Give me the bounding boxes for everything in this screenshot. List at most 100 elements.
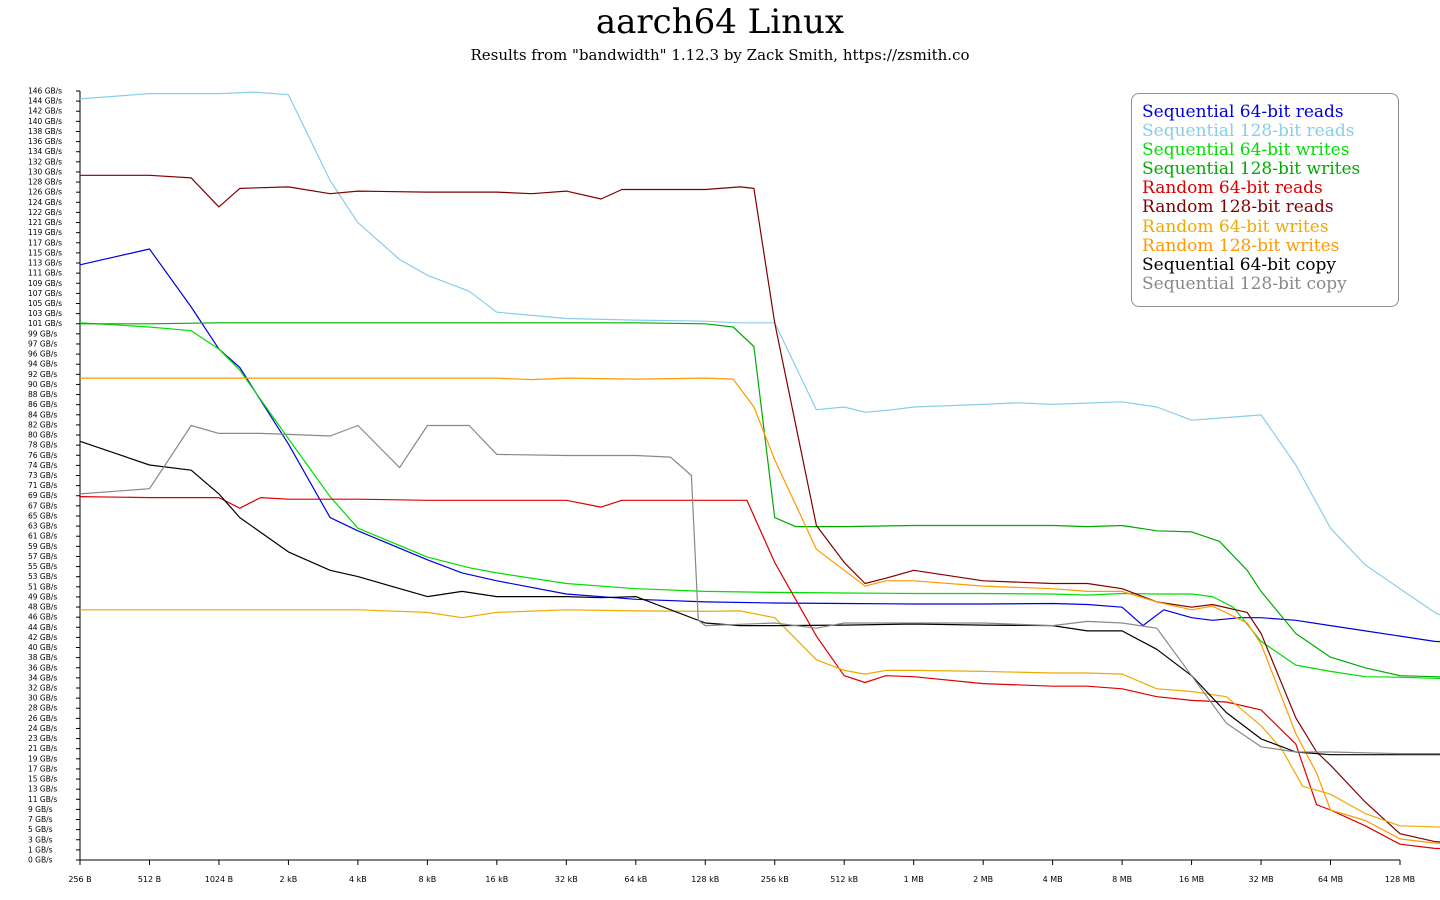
y-tick-label: 28 GB/s bbox=[28, 704, 57, 713]
series-layer bbox=[79, 91, 1440, 850]
x-tick-label: 2 kB bbox=[280, 875, 298, 884]
y-tick-label: 109 GB/s bbox=[28, 279, 62, 288]
x-tick-label: 1024 B bbox=[205, 875, 233, 884]
y-tick-label: 71 GB/s bbox=[28, 481, 57, 490]
y-tick-label: 7 GB/s bbox=[28, 815, 53, 824]
y-tick-label: 86 GB/s bbox=[28, 400, 57, 409]
legend-item: Sequential 64-bit writes bbox=[1142, 140, 1350, 161]
y-tick-label: 128 GB/s bbox=[28, 178, 62, 187]
y-tick-label: 136 GB/s bbox=[28, 137, 62, 146]
y-tick-label: 40 GB/s bbox=[28, 643, 57, 652]
y-tick-label: 126 GB/s bbox=[28, 188, 62, 197]
series-line-random-128-bit-writes bbox=[80, 377, 1440, 844]
chart-title: aarch64 Linux bbox=[595, 2, 845, 42]
y-tick-label: 65 GB/s bbox=[28, 511, 57, 520]
y-tick-label: 23 GB/s bbox=[28, 734, 57, 743]
series-line-random-128-bit-reads bbox=[80, 174, 1440, 843]
series-line-sequential-128-bit-writes bbox=[80, 322, 1440, 678]
x-tick-label: 512 B bbox=[138, 875, 161, 884]
legend-item: Random 128-bit writes bbox=[1142, 235, 1340, 256]
y-tick-label: 0 GB/s bbox=[28, 856, 53, 865]
x-tick-label: 32 kB bbox=[555, 875, 578, 884]
y-tick-label: 63 GB/s bbox=[28, 522, 57, 531]
legend-item: Random 64-bit writes bbox=[1142, 216, 1329, 237]
x-tick-label: 512 kB bbox=[830, 875, 858, 884]
y-tick-label: 46 GB/s bbox=[28, 613, 57, 622]
y-tick-label: 15 GB/s bbox=[28, 775, 57, 784]
y-tick-label: 26 GB/s bbox=[28, 714, 57, 723]
y-tick-label: 17 GB/s bbox=[28, 764, 57, 773]
legend-item: Sequential 128-bit copy bbox=[1142, 273, 1347, 294]
y-tick-label: 130 GB/s bbox=[28, 167, 62, 176]
x-tick-label: 64 MB bbox=[1318, 875, 1343, 884]
series-line-sequential-64-bit-writes bbox=[79, 322, 1440, 679]
y-tick-label: 90 GB/s bbox=[28, 380, 57, 389]
y-tick-label: 3 GB/s bbox=[28, 835, 53, 844]
y-tick-label: 44 GB/s bbox=[28, 623, 57, 632]
y-tick-label: 105 GB/s bbox=[28, 299, 62, 308]
x-tick-label: 16 MB bbox=[1179, 875, 1204, 884]
x-tick-label: 1 MB bbox=[904, 875, 924, 884]
y-tick-label: 144 GB/s bbox=[28, 97, 62, 106]
y-tick-label: 53 GB/s bbox=[28, 572, 57, 581]
series-line-sequential-128-bit-copy bbox=[79, 424, 1440, 755]
y-tick-label: 117 GB/s bbox=[28, 238, 62, 247]
legend-item: Sequential 128-bit reads bbox=[1142, 121, 1355, 142]
y-tick-label: 11 GB/s bbox=[28, 795, 57, 804]
chart-subtitle: Results from "bandwidth" 1.12.3 by Zack … bbox=[470, 46, 970, 64]
y-tick-label: 103 GB/s bbox=[28, 309, 62, 318]
y-tick-label: 9 GB/s bbox=[28, 805, 53, 814]
y-tick-label: 42 GB/s bbox=[28, 633, 57, 642]
legend-item: Random 128-bit reads bbox=[1142, 197, 1334, 218]
axes: 0 GB/s 1 GB/s3 GB/s5 GB/s7 GB/s9 GB/s11 G… bbox=[28, 87, 1415, 885]
y-tick-label: 134 GB/s bbox=[28, 147, 62, 156]
x-tick-label: 128 MB bbox=[1385, 875, 1415, 884]
y-tick-label: 73 GB/s bbox=[28, 471, 57, 480]
y-tick-label: 142 GB/s bbox=[28, 107, 62, 116]
y-tick-label: 138 GB/s bbox=[28, 127, 62, 136]
y-tick-label: 76 GB/s bbox=[28, 451, 57, 460]
y-tick-label: 13 GB/s bbox=[28, 785, 57, 794]
y-tick-label: 111 GB/s bbox=[28, 269, 62, 278]
y-tick-label: 32 GB/s bbox=[28, 683, 57, 692]
legend-item: Random 64-bit reads bbox=[1142, 178, 1323, 199]
y-tick-label: 57 GB/s bbox=[28, 552, 57, 561]
y-tick-label: 113 GB/s bbox=[28, 259, 62, 268]
x-tick-label: 4 kB bbox=[349, 875, 367, 884]
x-tick-label: 128 kB bbox=[691, 875, 719, 884]
y-tick-label: 92 GB/s bbox=[28, 370, 57, 379]
y-tick-label: 78 GB/s bbox=[28, 441, 57, 450]
y-tick-label: 107 GB/s bbox=[28, 289, 62, 298]
y-tick-label: 124 GB/s bbox=[28, 198, 62, 207]
y-tick-label: 67 GB/s bbox=[28, 501, 57, 510]
y-tick-label: 34 GB/s bbox=[28, 673, 57, 682]
y-tick-label: 101 GB/s bbox=[28, 319, 62, 328]
y-tick-label: 80 GB/s bbox=[28, 431, 57, 440]
y-tick-label: 84 GB/s bbox=[28, 410, 57, 419]
y-tick-label: 119 GB/s bbox=[28, 228, 62, 237]
y-tick-label: 132 GB/s bbox=[28, 157, 62, 166]
y-tick-label: 51 GB/s bbox=[28, 582, 57, 591]
x-tick-label: 8 MB bbox=[1112, 875, 1132, 884]
series-line-sequential-64-bit-copy bbox=[79, 440, 1440, 756]
x-tick-label: 64 kB bbox=[624, 875, 647, 884]
y-tick-label: 21 GB/s bbox=[28, 744, 57, 753]
legend-item: Sequential 64-bit copy bbox=[1142, 254, 1336, 275]
y-tick-label: 140 GB/s bbox=[28, 117, 62, 126]
series-line-random-64-bit-reads bbox=[79, 496, 1440, 850]
y-tick-label: 74 GB/s bbox=[28, 461, 57, 470]
y-tick-label: 88 GB/s bbox=[28, 390, 57, 399]
series-line-sequential-64-bit-reads bbox=[79, 248, 1440, 643]
legend-item: Sequential 128-bit writes bbox=[1142, 159, 1361, 180]
y-tick-label: 97 GB/s bbox=[28, 339, 57, 348]
x-tick-label: 256 B bbox=[68, 875, 91, 884]
x-tick-label: 8 kB bbox=[418, 875, 436, 884]
y-tick-label: 82 GB/s bbox=[28, 420, 57, 429]
y-tick-label: 122 GB/s bbox=[28, 208, 62, 217]
series-line-sequential-128-bit-reads bbox=[79, 91, 1440, 616]
y-tick-label: 1 GB/s bbox=[28, 845, 53, 854]
y-tick-label: 55 GB/s bbox=[28, 562, 57, 571]
y-tick-label: 146 GB/s bbox=[28, 87, 62, 96]
y-tick-label: 61 GB/s bbox=[28, 532, 57, 541]
y-tick-label: 36 GB/s bbox=[28, 663, 57, 672]
